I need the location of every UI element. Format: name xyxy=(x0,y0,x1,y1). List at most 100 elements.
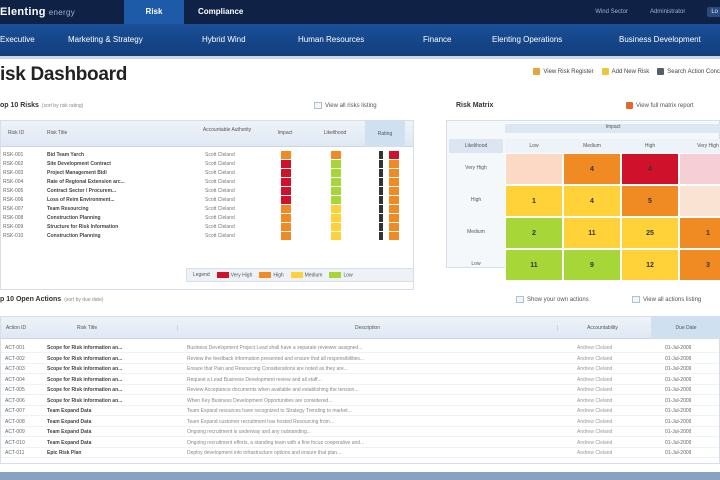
matrix-cell[interactable] xyxy=(679,185,720,217)
table-row[interactable]: RSK-002 Site Development Contract Scott Cl… xyxy=(1,160,413,168)
matrix-cell[interactable]: 4 xyxy=(621,153,679,185)
col-action-id[interactable]: Action ID xyxy=(5,325,27,331)
matrix-cell[interactable] xyxy=(679,153,720,185)
app-logo[interactable]: Elenting energy xyxy=(0,6,76,18)
table-row[interactable]: RSK-005 Contract Sector / Procurem... Scot… xyxy=(1,187,413,195)
table-row[interactable]: ACT-004 Scope for Risk information an... R… xyxy=(1,375,719,385)
risk-title[interactable]: Site Development Contract xyxy=(47,161,111,167)
risk-title[interactable]: Contract Sector / Procurem... xyxy=(47,188,117,194)
table-row[interactable]: RSK-001 Bid Team Yarch Scott Cleland xyxy=(1,151,413,159)
risk-title[interactable]: Structure for Risk Information xyxy=(47,224,119,230)
likelihood-cell xyxy=(331,169,341,177)
risk-title[interactable]: Construction Planning xyxy=(47,215,101,221)
view-all-risks-link[interactable]: View all risks listing xyxy=(314,102,377,109)
show-own-actions-toggle[interactable]: Show your own actions xyxy=(516,296,589,303)
col-description[interactable]: Description xyxy=(177,325,557,331)
risk-title[interactable]: Team Resourcing xyxy=(47,206,89,212)
add-new-risk-button[interactable]: Add New Risk xyxy=(601,68,649,75)
action-due-date: 01-Jul-2009 xyxy=(665,429,692,435)
matrix-cell[interactable]: 4 xyxy=(563,153,621,185)
action-risk-title[interactable]: Team Expand Data xyxy=(47,418,92,425)
table-row[interactable]: ACT-010 Team Expand Data Ongoing recruitme… xyxy=(1,438,719,448)
action-risk-title[interactable]: Scope for Risk information an... xyxy=(47,376,123,383)
tab-risk[interactable]: Risk xyxy=(124,0,184,24)
matrix-cell[interactable]: 2 xyxy=(505,217,563,249)
col-due-date[interactable]: Due Date xyxy=(651,317,720,339)
col-rating[interactable]: Rating xyxy=(365,121,405,147)
subnav-item-executive[interactable]: Executive xyxy=(0,35,35,44)
table-row[interactable]: RSK-003 Project Management Bidi Scott Clel… xyxy=(1,169,413,177)
table-row[interactable]: RSK-010 Construction Planning Scott Clelan… xyxy=(1,232,413,240)
col-accountability[interactable]: Accountability xyxy=(557,325,647,331)
subnav-item-hybrid-wind[interactable]: Hybrid Wind xyxy=(202,35,246,44)
matrix-col-header: High xyxy=(621,139,679,153)
action-risk-title[interactable]: Epic Risk Plan xyxy=(47,450,82,456)
table-row[interactable]: ACT-009 Team Expand Data Ongoing recruitme… xyxy=(1,427,719,437)
table-row[interactable]: ACT-001 Scope for Risk information an... B… xyxy=(1,343,719,353)
action-id: ACT-003 xyxy=(5,366,25,372)
table-row[interactable]: RSK-006 Loss of Reim Environment... Scott … xyxy=(1,196,413,204)
matrix-cell[interactable]: 5 xyxy=(621,185,679,217)
table-row[interactable]: RSK-007 Team Resourcing Scott Cleland xyxy=(1,205,413,213)
matrix-cell[interactable]: 9 xyxy=(563,249,621,281)
search-action-button[interactable]: Search Action Conc xyxy=(657,68,720,75)
table-row[interactable]: ACT-003 Scope for Risk information an... E… xyxy=(1,364,719,374)
action-risk-title[interactable]: Team Expand Data xyxy=(47,408,92,414)
col-accountable[interactable]: Accountable Authority xyxy=(202,127,252,133)
matrix-cell[interactable]: 11 xyxy=(505,249,563,281)
action-due-date: 01-Jul-2009 xyxy=(665,408,692,414)
subnav-item-marketing[interactable]: Marketing & Strategy xyxy=(68,35,143,44)
matrix-cell[interactable] xyxy=(505,153,563,185)
action-risk-title[interactable]: Team Expand Data xyxy=(47,429,92,435)
subnav-item-business-development[interactable]: Business Development xyxy=(619,35,701,44)
tab-compliance[interactable]: Compliance xyxy=(198,7,244,16)
action-risk-title[interactable]: Scope for Risk information an... xyxy=(47,345,123,351)
col-action-risk[interactable]: Risk Title xyxy=(76,325,98,331)
view-all-actions-link[interactable]: View all actions listing xyxy=(632,296,701,303)
matrix-cell[interactable]: 25 xyxy=(621,217,679,249)
matrix-cell[interactable]: 1 xyxy=(679,217,720,249)
section-nav: Executive Marketing & Strategy Hybrid Wi… xyxy=(0,24,720,56)
admin-link[interactable]: Administrator xyxy=(649,9,686,15)
table-row[interactable]: ACT-007 Team Expand Data Team Expand resou… xyxy=(1,406,719,416)
risk-title[interactable]: Construction Planning xyxy=(47,233,101,239)
col-impact[interactable]: Impact xyxy=(277,130,293,136)
action-id: ACT-002 xyxy=(5,355,25,362)
subnav-item-operations[interactable]: Elenting Operations xyxy=(492,35,563,44)
subnav-item-human-resources[interactable]: Human Resources xyxy=(298,35,365,44)
risk-title[interactable]: Project Management Bidi xyxy=(47,170,107,176)
table-row[interactable]: ACT-006 Scope for Risk information an... W… xyxy=(1,396,719,406)
view-matrix-link[interactable]: View full matrix report xyxy=(626,102,694,109)
matrix-cell[interactable]: 4 xyxy=(563,185,621,217)
table-row[interactable]: RSK-009 Structure for Risk Information Sco… xyxy=(1,223,413,231)
view-risk-register-button[interactable]: View Risk Register xyxy=(533,68,594,75)
rating-indicator xyxy=(379,196,383,204)
table-row[interactable]: RSK-008 Construction Planning Scott Clelan… xyxy=(1,214,413,222)
sector-link[interactable]: Wind Sector xyxy=(595,9,628,15)
table-row[interactable]: ACT-005 Scope for Risk information an... R… xyxy=(1,385,719,395)
matrix-cell[interactable]: 11 xyxy=(563,217,621,249)
risk-title[interactable]: Rate of Regional Extension arc... xyxy=(47,179,125,185)
table-row[interactable]: ACT-002 Scope for Risk information an... R… xyxy=(1,354,719,364)
rating-cell xyxy=(389,160,399,168)
matrix-cell[interactable]: 12 xyxy=(621,249,679,281)
action-risk-title[interactable]: Team Expand Data xyxy=(47,439,92,446)
risk-id: RSK-001 xyxy=(3,152,24,158)
table-row[interactable]: RSK-004 Rate of Regional Extension arc...… xyxy=(1,178,413,186)
risk-title[interactable]: Loss of Reim Environment... xyxy=(47,197,115,203)
matrix-cell[interactable]: 1 xyxy=(505,185,563,217)
col-risk-title[interactable]: Risk Title xyxy=(47,130,68,136)
col-likelihood[interactable]: Likelihood xyxy=(323,130,347,136)
risk-title[interactable]: Bid Team Yarch xyxy=(47,152,85,158)
table-row[interactable]: ACT-008 Team Expand Data Team Expand custo… xyxy=(1,417,719,427)
subnav-item-finance[interactable]: Finance xyxy=(423,35,452,44)
action-risk-title[interactable]: Scope for Risk information an... xyxy=(47,355,123,362)
matrix-cell[interactable]: 3 xyxy=(679,249,720,281)
table-row[interactable]: ACT-011 Epic Risk Plan Deploy development … xyxy=(1,448,719,458)
col-risk-id[interactable]: Risk ID xyxy=(7,130,25,136)
action-risk-title[interactable]: Scope for Risk information an... xyxy=(47,366,123,372)
report-icon xyxy=(626,102,633,109)
logout-button[interactable]: Lo xyxy=(707,7,720,17)
action-risk-title[interactable]: Scope for Risk information an... xyxy=(47,387,123,393)
action-risk-title[interactable]: Scope for Risk information an... xyxy=(47,397,123,404)
